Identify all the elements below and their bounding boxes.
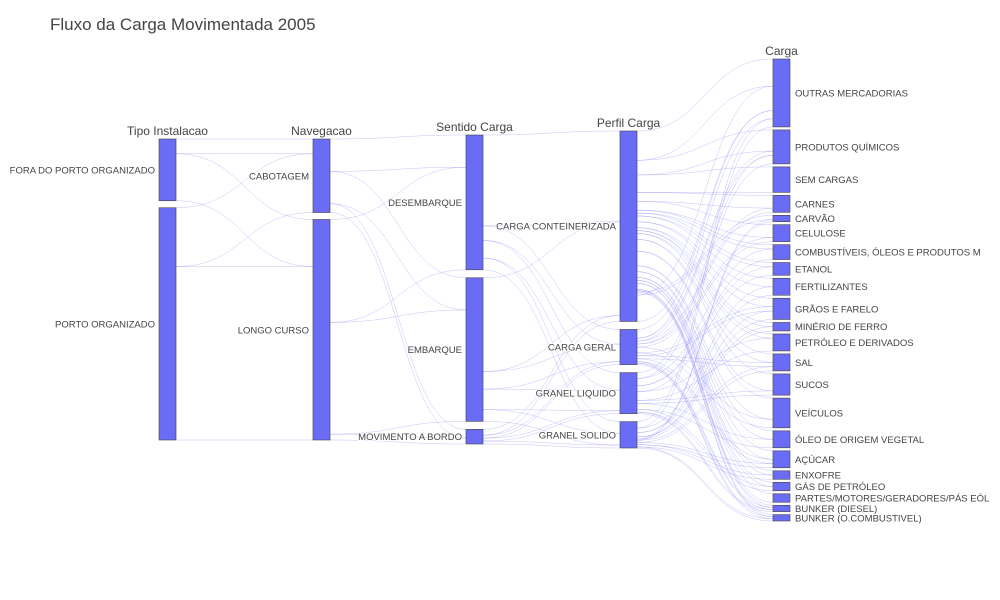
node-veic[interactable]: [772, 397, 791, 429]
node-label-oleo: ÓLEO DE ORIGEM VEGETAL: [795, 435, 924, 446]
node-label-om: OUTRAS MERCADORIAS: [795, 88, 908, 99]
link-cc-pq[interactable]: [636, 129, 774, 176]
node-label-mf: MINÉRIO DE FERRO: [795, 322, 887, 333]
node-label-celulose: CELULOSE: [795, 229, 846, 240]
node-cc[interactable]: [619, 130, 638, 322]
node-carvao[interactable]: [772, 215, 791, 222]
node-sal[interactable]: [772, 353, 791, 372]
link-lc-emb[interactable]: [329, 309, 467, 435]
link-cc-sal[interactable]: [636, 233, 774, 363]
node-gs[interactable]: [619, 421, 638, 449]
node-label-gl: GRANEL LIQUIDO: [536, 389, 616, 400]
link-cab-des[interactable]: [329, 134, 467, 172]
labels-layer: Tipo Instalacao Navegacao Sentido Carga Per…: [10, 44, 990, 524]
node-label-fert: FERTILIZANTES: [795, 282, 868, 293]
node-label-carvao: CARVÃO: [795, 214, 835, 225]
node-label-petro: PETRÓLEO E DERIVADOS: [795, 338, 914, 349]
node-cg[interactable]: [619, 329, 638, 365]
node-bo[interactable]: [772, 514, 791, 522]
node-label-sc: SEM CARGAS: [795, 175, 858, 186]
nodes-layer: [158, 58, 791, 522]
link-des-gl[interactable]: [482, 240, 621, 391]
column-header-sentido: Sentido Carga: [436, 120, 513, 134]
node-petro[interactable]: [772, 333, 791, 352]
node-oleo[interactable]: [772, 430, 791, 449]
node-mf[interactable]: [772, 322, 791, 332]
node-graos[interactable]: [772, 297, 791, 320]
link-gl-oleo[interactable]: [636, 403, 774, 449]
node-fert[interactable]: [772, 277, 791, 296]
node-label-gs: GRANEL SOLIDO: [539, 430, 616, 441]
node-label-carnes: CARNES: [795, 199, 835, 210]
node-label-sal: SAL: [795, 358, 813, 369]
column-header-carga: Carga: [765, 44, 798, 58]
node-label-cc: CARGA CONTEINERIZADA: [496, 222, 616, 233]
link-mab-gs[interactable]: [482, 440, 621, 449]
node-label-enxofre: ENXOFRE: [795, 471, 841, 482]
node-label-gas: GÁS DE PETRÓLEO: [795, 482, 885, 493]
link-gl-bd[interactable]: [636, 411, 774, 512]
node-bd[interactable]: [772, 504, 791, 512]
node-label-sucos: SUCOS: [795, 380, 829, 391]
node-comb[interactable]: [772, 244, 791, 260]
node-label-emb: EMBARQUE: [408, 345, 462, 356]
link-gs-enxofre[interactable]: [636, 444, 774, 480]
column-header-tipo: Tipo Instalacao: [127, 124, 208, 138]
node-label-cg: CARGA GERAL: [548, 343, 616, 354]
link-cg-bo[interactable]: [636, 362, 774, 520]
node-label-graos: GRÃOS E FARELO: [795, 304, 878, 315]
node-label-lc: LONGO CURSO: [238, 325, 309, 336]
node-label-pq: PRODUTOS QUÍMICOS: [795, 142, 899, 153]
node-label-cab: CABOTAGEM: [249, 171, 309, 182]
node-des[interactable]: [465, 134, 484, 271]
link-porto-lc[interactable]: [175, 266, 314, 441]
node-pq[interactable]: [772, 129, 791, 165]
node-fora[interactable]: [158, 138, 177, 202]
node-porto[interactable]: [158, 207, 177, 441]
node-label-bd: BUNKER (DIESEL): [795, 504, 877, 515]
node-cab[interactable]: [312, 138, 331, 213]
node-partes[interactable]: [772, 493, 791, 503]
node-sucos[interactable]: [772, 373, 791, 396]
column-header-nav: Navegacao: [291, 124, 352, 138]
node-label-acucar: AÇÚCAR: [795, 455, 835, 466]
node-etanol[interactable]: [772, 262, 791, 276]
link-cab-emb[interactable]: [329, 171, 467, 311]
link-cc-carnes[interactable]: [636, 192, 774, 209]
node-acucar[interactable]: [772, 450, 791, 469]
link-cc-fert[interactable]: [636, 215, 774, 287]
link-lc-des[interactable]: [329, 167, 467, 323]
node-carnes[interactable]: [772, 195, 791, 213]
node-lc[interactable]: [312, 219, 331, 441]
link-mab-cg[interactable]: [482, 361, 621, 439]
node-label-des: DESEMBARQUE: [388, 198, 462, 209]
node-gas[interactable]: [772, 481, 791, 492]
node-label-bo: BUNKER (O.COMBUSTIVEL): [795, 513, 922, 524]
column-header-perfil: Perfil Carga: [597, 116, 661, 130]
link-cab-mab[interactable]: [329, 203, 467, 439]
chart-title: Fluxo da Carga Movimentada 2005: [50, 15, 316, 34]
node-emb[interactable]: [465, 277, 484, 422]
link-cc-sc[interactable]: [636, 166, 774, 193]
node-label-mab: MOVIMENTO A BORDO: [358, 432, 462, 443]
node-label-porto: PORTO ORGANIZADO: [55, 319, 155, 330]
node-om[interactable]: [772, 58, 791, 128]
node-gl[interactable]: [619, 372, 638, 414]
node-celulose[interactable]: [772, 224, 791, 242]
link-fora-cab[interactable]: [175, 138, 314, 154]
node-sc[interactable]: [772, 166, 791, 193]
node-label-comb: COMBUSTÍVEIS, ÓLEOS E PRODUTOS M: [795, 248, 981, 259]
node-label-partes: PARTES/MOTORES/GERADORES/PÁS EÓL: [795, 494, 989, 505]
link-cc-etanol[interactable]: [636, 212, 774, 267]
link-des-cc[interactable]: [482, 130, 621, 227]
node-enxofre[interactable]: [772, 470, 791, 480]
node-label-etanol: ETANOL: [795, 264, 832, 275]
link-des-cg[interactable]: [482, 225, 621, 345]
link-cc-veic[interactable]: [636, 250, 774, 420]
node-label-veic: VEÍCULOS: [795, 408, 843, 419]
node-mab[interactable]: [465, 429, 484, 445]
link-gs-carvao[interactable]: [636, 219, 774, 441]
node-label-fora: FORA DO PORTO ORGANIZADO: [10, 165, 155, 176]
